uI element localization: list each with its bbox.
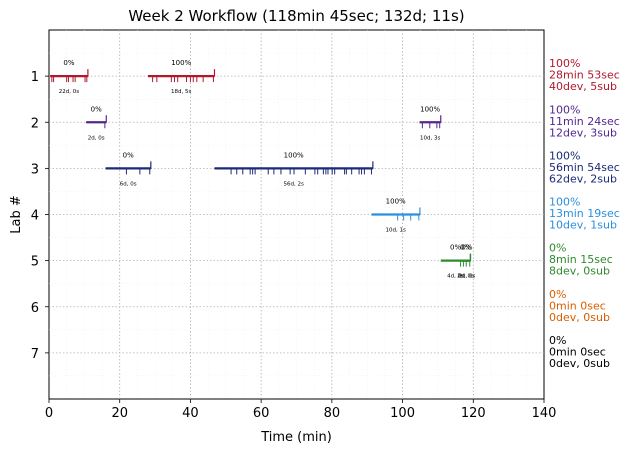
lab-summary-line: 0% [549,288,566,301]
segment-percent: 100% [420,105,440,113]
segment-percent: 0% [460,244,471,252]
lab-summary-line: 100% [549,57,580,70]
lab-summary-line: 13min 19sec [549,207,620,220]
x-axis-ticks: 0 20 40 60 80 100 120 140 [45,399,557,421]
segment-percent: 0% [461,244,472,252]
x-tick-label: 80 [324,406,341,421]
segment-count: 18d, 5s [171,89,191,95]
lab-summary-line: 0min 0sec [549,345,606,358]
lab-summary-line: 12dev, 3sub [549,126,617,139]
y-tick-label: 5 [31,255,39,270]
segment-count: 10d, 1s [385,228,405,234]
x-tick-label: 120 [461,406,486,421]
lab-summary-line: 100% [549,196,580,209]
segment-percent: 100% [386,198,406,206]
segment-count: 2d, 0s [457,274,474,280]
x-tick-label: 100 [390,406,415,421]
y-tick-label: 2 [31,116,39,131]
lab-summary-line: 10dev, 1sub [549,219,617,232]
x-axis-label: Time (min) [260,430,332,445]
lab-summary-line: 100% [549,149,580,162]
x-tick-label: 60 [253,406,270,421]
x-tick-label: 140 [532,406,557,421]
segment-percent: 0% [91,105,102,113]
segment-count: 10d, 3s [420,135,440,141]
y-tick-label: 6 [31,301,39,316]
lab-summary-line: 0dev, 0sub [549,357,610,370]
x-tick-label: 0 [45,406,53,421]
y-tick-label: 7 [31,347,39,362]
x-tick-label: 20 [111,406,128,421]
segment-count: 22d, 0s [59,89,79,95]
timeline-segments: 0% 22d, 0s 100% 18d, 5s 0% 2d, 0s 100% 10d, 3s 0… [50,59,475,280]
y-axis-ticks: 1 2 3 4 5 6 7 [31,70,49,362]
lab-summary-line: 8dev, 0sub [549,265,610,278]
segment-percent: 0% [63,59,74,67]
x-tick-label: 40 [182,406,199,421]
segment-count: 2d, 0s [88,135,105,141]
lab-summary-line: 0% [549,242,566,255]
y-tick-label: 1 [31,70,39,85]
lab-summary-line: 0dev, 0sub [549,311,610,324]
lab-summary-line: 62dev, 2sub [549,172,617,185]
segment-count: 6d, 0s [120,181,137,187]
chart-title: Week 2 Workflow (118min 45sec; 132d; 11s… [128,7,464,25]
segment-percent: 100% [171,59,191,67]
grid [49,30,544,399]
lab-summary-line: 0% [549,334,566,347]
segment-count: 2d, 0s [458,274,475,280]
segment-percent: 0% [123,151,134,159]
segment-count: 4d, 0s [447,274,464,280]
lab-summary-line: 8min 15sec [549,253,613,266]
y-tick-label: 4 [31,209,39,224]
segment-percent: 100% [284,151,304,159]
lab-summary-line: 56min 54sec [549,161,620,174]
y-axis-label: Lab # [9,195,24,234]
y-tick-label: 3 [31,162,39,177]
lab-summary-line: 11min 24sec [549,115,620,128]
segment-count: 56d, 2s [283,181,303,187]
lab-summary-line: 0min 0sec [549,299,606,312]
lab-summary-line: 28min 53sec [549,69,620,82]
lab-summary-line: 40dev, 5sub [549,80,617,93]
lab-summary-line: 100% [549,103,580,116]
segment-percent: 0% [450,244,461,252]
